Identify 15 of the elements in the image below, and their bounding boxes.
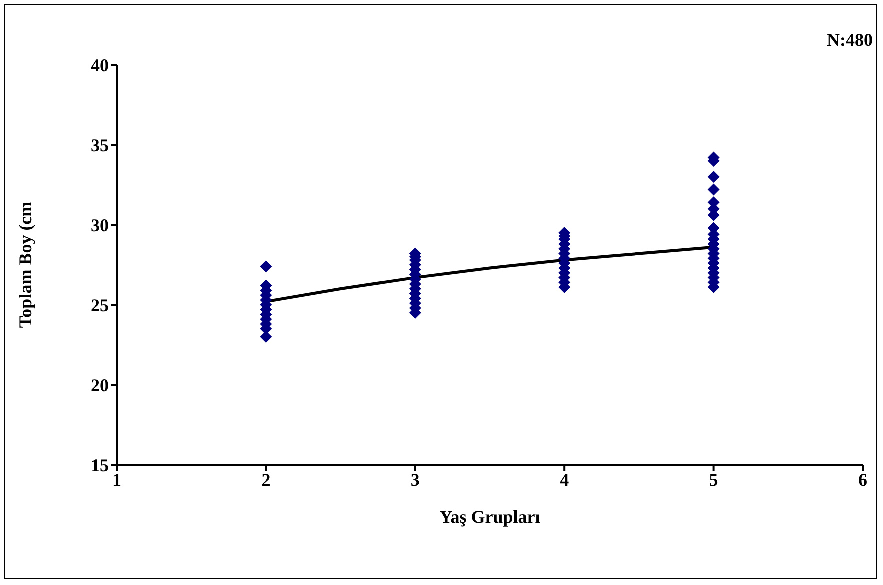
text: N:480 <box>827 30 873 51</box>
y-tick-label: 30 <box>91 215 109 236</box>
y-tick-label: 35 <box>91 135 109 156</box>
y-tick-label: 40 <box>91 55 109 76</box>
x-tick-label: 1 <box>112 470 122 490</box>
x-axis-title: Yaş Grupları <box>440 506 540 527</box>
x-tick-label: 4 <box>560 470 570 490</box>
x-tick-label: 3 <box>410 470 420 490</box>
x-tick-label: 5 <box>709 470 718 490</box>
x-tick-label: 6 <box>858 470 868 490</box>
y-axis-title: Toplam Boy (cm <box>15 202 36 328</box>
y-tick-label: 15 <box>91 455 109 476</box>
x-tick-label: 2 <box>262 470 271 490</box>
y-tick-label: 20 <box>91 375 109 396</box>
y-tick-label: 25 <box>91 295 109 316</box>
